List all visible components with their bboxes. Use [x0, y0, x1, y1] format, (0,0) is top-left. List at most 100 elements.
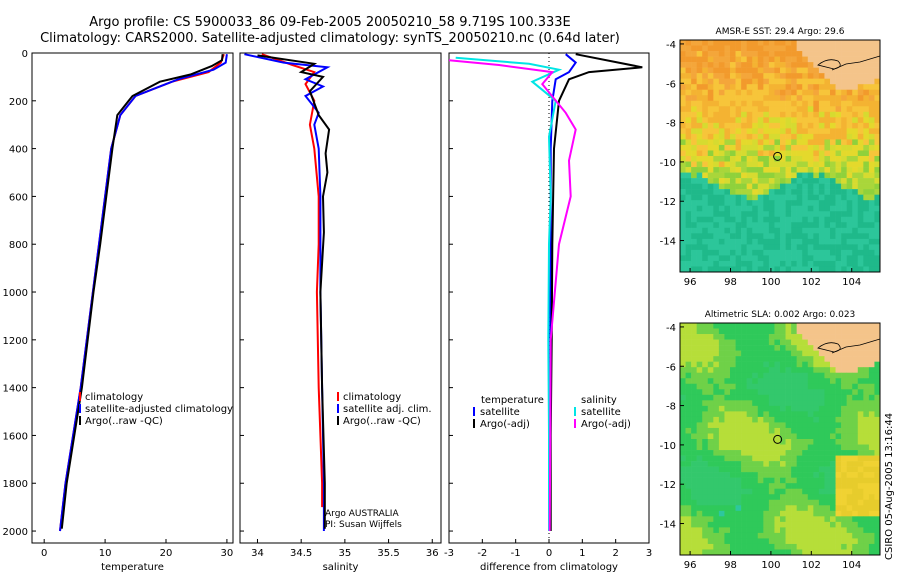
sla_map-ytick-label: -10: [660, 441, 676, 452]
sla_map-cell: [874, 323, 881, 329]
sla_map-cell: [807, 427, 814, 434]
sla_map-cell: [763, 389, 770, 396]
sla_map-cell: [802, 543, 809, 550]
sla_map-cell: [835, 472, 842, 478]
sst_map-cell: [841, 84, 847, 91]
salinity-xtick-label: 34: [251, 548, 264, 559]
sla_map-cell: [696, 538, 703, 545]
sla_map-cell: [735, 521, 742, 528]
sla_map-cell: [813, 345, 820, 351]
sst_map-cell: [835, 62, 842, 68]
sst_map-cell: [680, 183, 686, 190]
sla_map-cell: [802, 532, 809, 539]
sla_map-cell: [863, 361, 870, 368]
sla_map-cell: [818, 472, 825, 478]
sst_map-cell: [724, 233, 731, 240]
sla_map-cell: [813, 444, 820, 451]
sst_map-cell: [707, 200, 714, 207]
sst_map-cell: [791, 200, 797, 207]
sst_map-cell: [680, 40, 686, 46]
sla_map-cell: [757, 499, 764, 506]
sla_map-cell: [857, 378, 864, 385]
sst_map-cell: [791, 227, 797, 234]
sla_map-cell: [735, 461, 742, 467]
sla_map-cell: [696, 505, 703, 512]
sst_map-cell: [824, 139, 831, 146]
sst_map-cell: [868, 45, 875, 52]
sst_map-cell: [696, 222, 703, 229]
sst_map-cell: [746, 194, 753, 201]
sla_map-cell: [707, 356, 714, 362]
sla_map-cell: [868, 499, 875, 506]
sla_map-cell: [802, 394, 809, 401]
sst_map-cell: [796, 156, 803, 162]
sla_map-cell: [763, 427, 770, 434]
sla_map-cell: [835, 516, 842, 523]
sla_map-cell: [741, 383, 747, 390]
sla_map-cell: [763, 477, 770, 484]
sst_map-cell: [824, 89, 831, 96]
sla_map-cell: [757, 411, 764, 418]
sst_map-cell: [702, 167, 709, 173]
sst_map-cell: [802, 84, 809, 91]
sst_map-cell: [835, 144, 842, 151]
sla_map-cell: [713, 505, 720, 512]
sst_map-cell: [757, 233, 764, 240]
sla_map-cell: [852, 538, 859, 545]
sst_map-cell: [696, 150, 703, 157]
sst_map-cell: [863, 260, 870, 267]
sla_map-cell: [718, 455, 725, 462]
sst_map-cell: [824, 244, 831, 251]
sla_map-cell: [752, 361, 759, 368]
sla_map-cell: [730, 422, 736, 429]
sla_map-cell: [857, 461, 864, 467]
sla_map-cell: [741, 521, 747, 528]
sla_map-cell: [796, 394, 803, 401]
sst_map-cell: [685, 128, 692, 135]
sst_map-cell: [696, 144, 703, 151]
sla_map-cell: [785, 433, 792, 440]
sla_map-cell: [746, 350, 753, 357]
sla_map-cell: [780, 439, 786, 445]
sla_map-cell: [680, 477, 686, 484]
sla_map-cell: [813, 527, 820, 534]
sst_map-cell: [868, 255, 875, 262]
sla_map-cell: [685, 477, 692, 484]
sst_map-cell: [841, 233, 847, 240]
sst_map-cell: [746, 249, 753, 256]
sla_map-cell: [785, 411, 792, 418]
sst_map-cell: [696, 100, 703, 107]
sla_map-cell: [752, 499, 759, 506]
sst_map-cell: [707, 156, 714, 162]
sst_map-cell: [868, 62, 875, 68]
sla_map-cell: [807, 394, 814, 401]
sst_map-cell: [807, 227, 814, 234]
sla_map-cell: [741, 422, 747, 429]
sst_map-cell: [780, 233, 786, 240]
sst_map-cell: [696, 84, 703, 91]
sst_map-cell: [807, 233, 814, 240]
sst_map-cell: [774, 260, 781, 267]
sla_map-cell: [691, 400, 697, 407]
sla_map-cell: [785, 444, 792, 451]
sst_map-cell: [730, 62, 736, 68]
sst_map-cell: [696, 238, 703, 245]
sst_map-cell: [752, 211, 759, 218]
sst_map-cell: [746, 222, 753, 229]
sst_map-cell: [724, 122, 731, 129]
sla_map-cell: [852, 339, 859, 346]
sla_map-cell: [691, 372, 697, 379]
sst_map-cell: [780, 238, 786, 245]
sst_map-cell: [863, 84, 870, 91]
sla_map-cell: [841, 323, 847, 329]
sla_map-cell: [680, 510, 686, 517]
sst_map-cell: [696, 227, 703, 234]
sst_map-cell: [713, 40, 720, 46]
sla_map-cell: [724, 527, 731, 534]
sst_map-cell: [702, 249, 709, 256]
sla_map-cell: [763, 444, 770, 451]
sla_map-cell: [791, 488, 797, 495]
sst_map-cell: [713, 117, 720, 124]
sst_map-cell: [807, 139, 814, 146]
sla_map-cell: [752, 433, 759, 440]
